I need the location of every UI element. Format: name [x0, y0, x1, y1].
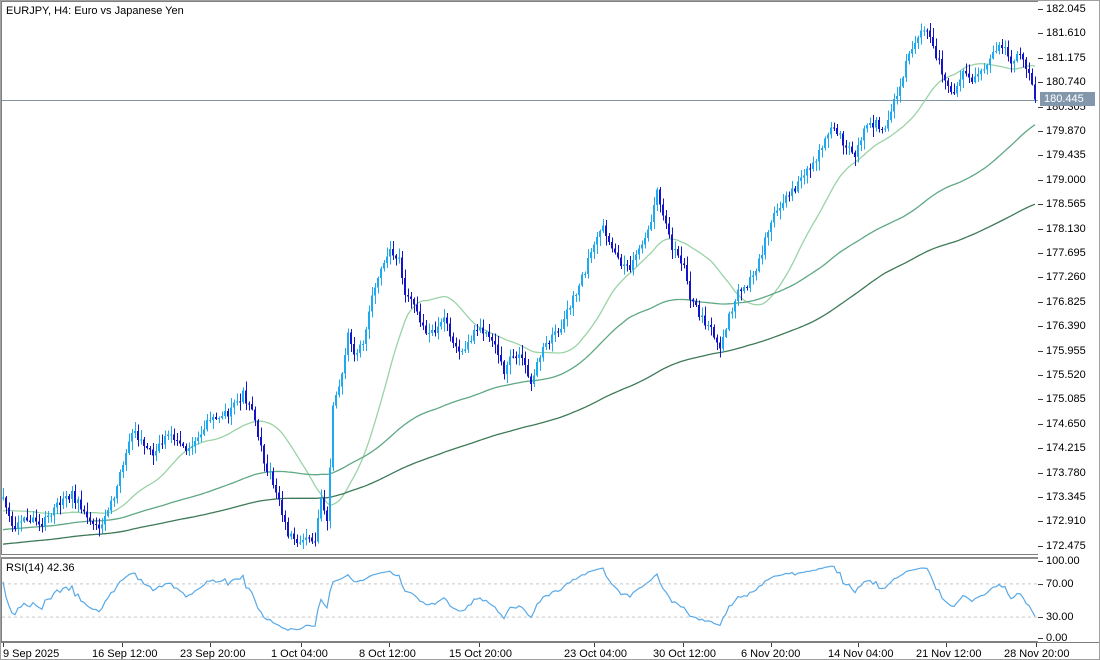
- rsi-axis-tick: [1038, 561, 1043, 562]
- price-axis-label: 177.260: [1046, 271, 1086, 283]
- price-axis-tick: [1038, 326, 1043, 327]
- price-axis-label: 175.520: [1046, 369, 1086, 381]
- price-axis-tick: [1038, 229, 1043, 230]
- price-axis-label: 173.780: [1046, 467, 1086, 479]
- price-axis-tick: [1038, 399, 1043, 400]
- time-axis-label: 21 Nov 12:00: [916, 648, 982, 660]
- price-axis-label: 178.565: [1046, 198, 1086, 210]
- rsi-axis-label: 70.00: [1046, 578, 1074, 590]
- time-axis-tick: [3, 643, 4, 647]
- price-axis-label: 172.910: [1046, 515, 1086, 527]
- price-axis-label: 172.475: [1046, 540, 1086, 552]
- price-axis-label: 179.000: [1046, 174, 1086, 186]
- price-axis-label: 174.650: [1046, 418, 1086, 430]
- ma-slow-line: [2, 203, 1036, 545]
- time-axis[interactable]: 9 Sep 2025 16 Sep 12:00 23 Sep 20:00 1 Oct …: [1, 642, 1099, 660]
- price-axis-tick: [1038, 107, 1043, 108]
- rsi-axis-tick: [1038, 584, 1043, 585]
- time-axis-tick: [301, 643, 302, 647]
- time-axis-tick: [683, 643, 684, 647]
- price-axis-label: 176.390: [1046, 320, 1086, 332]
- time-axis-label: 14 Nov 04:00: [828, 648, 894, 660]
- ma-fast-line: [2, 62, 1036, 515]
- price-axis-label: 173.345: [1046, 491, 1086, 503]
- rsi-line: [2, 565, 1036, 631]
- price-axis-tick: [1038, 58, 1043, 59]
- rsi-pane[interactable]: RSI(14) 42.36: [1, 557, 1039, 642]
- price-axis-tick: [1038, 253, 1043, 254]
- price-axis-tick: [1038, 33, 1043, 34]
- time-axis-tick: [122, 643, 123, 647]
- price-axis-tick: [1038, 302, 1043, 303]
- price-axis-tick: [1038, 155, 1043, 156]
- price-axis-tick: [1038, 497, 1043, 498]
- rsi-axis-tick: [1038, 638, 1043, 639]
- current-price-tag: 180.445: [1040, 92, 1095, 106]
- rsi-label: RSI(14) 42.36: [6, 562, 75, 574]
- time-axis-tick: [594, 643, 595, 647]
- price-axis-tick: [1038, 375, 1043, 376]
- time-axis-tick: [479, 643, 480, 647]
- price-axis-label: 174.215: [1046, 442, 1086, 454]
- price-axis-tick: [1038, 9, 1043, 10]
- time-axis-tick: [946, 643, 947, 647]
- rsi-axis-label: 0.00: [1046, 632, 1068, 644]
- time-axis-tick: [210, 643, 211, 647]
- price-axis-label: 176.825: [1046, 296, 1086, 308]
- time-axis-label: 9 Sep 2025: [3, 648, 60, 660]
- chart-symbol-title: EURJPY, H4: Euro vs Japanese Yen: [6, 5, 184, 17]
- price-axis-tick: [1038, 424, 1043, 425]
- price-axis[interactable]: 180.445 182.045 181.610 181.175 180.740 180.…: [1038, 1, 1099, 644]
- time-axis-label: 16 Sep 12:00: [92, 648, 158, 660]
- time-axis-label: 1 Oct 04:00: [271, 648, 328, 660]
- candles: [2, 23, 1036, 550]
- price-axis-label: 177.695: [1046, 247, 1086, 259]
- rsi-axis-label: 30.00: [1046, 611, 1074, 623]
- time-axis-label: 23 Oct 04:00: [564, 648, 627, 660]
- price-axis-label: 175.955: [1046, 345, 1086, 357]
- price-axis-label: 180.740: [1046, 76, 1086, 88]
- price-axis-tick: [1038, 180, 1043, 181]
- time-axis-label: 28 Nov 20:00: [1004, 648, 1070, 660]
- price-axis-tick: [1038, 204, 1043, 205]
- time-axis-label: 30 Oct 12:00: [653, 648, 716, 660]
- price-chart-pane[interactable]: EURJPY, H4: Euro vs Japanese Yen: [1, 1, 1039, 555]
- time-axis-label: 6 Nov 20:00: [741, 648, 801, 660]
- ma-mid-line: [2, 124, 1036, 531]
- price-axis-label: 182.045: [1046, 3, 1086, 15]
- price-axis-tick: [1038, 82, 1043, 83]
- price-axis-tick: [1038, 546, 1043, 547]
- time-axis-label: 23 Sep 20:00: [180, 648, 246, 660]
- price-axis-tick: [1038, 351, 1043, 352]
- time-axis-label: 15 Oct 20:00: [449, 648, 512, 660]
- time-axis-label: 8 Oct 12:00: [359, 648, 416, 660]
- price-axis-tick: [1038, 131, 1043, 132]
- price-axis-label: 178.130: [1046, 223, 1086, 235]
- time-axis-tick: [858, 643, 859, 647]
- time-axis-tick: [389, 643, 390, 647]
- price-axis-label: 175.085: [1046, 393, 1086, 405]
- price-axis-tick: [1038, 448, 1043, 449]
- price-axis-tick: [1038, 521, 1043, 522]
- rsi-axis-label: 100.00: [1046, 555, 1080, 567]
- price-axis-label: 181.175: [1046, 52, 1086, 64]
- time-axis-tick: [771, 643, 772, 647]
- price-axis-label: 181.610: [1046, 27, 1086, 39]
- time-axis-tick: [1036, 643, 1037, 647]
- rsi-axis-tick: [1038, 617, 1043, 618]
- price-axis-tick: [1038, 473, 1043, 474]
- price-axis-tick: [1038, 277, 1043, 278]
- price-axis-label: 179.870: [1046, 125, 1086, 137]
- price-axis-label: 179.435: [1046, 149, 1086, 161]
